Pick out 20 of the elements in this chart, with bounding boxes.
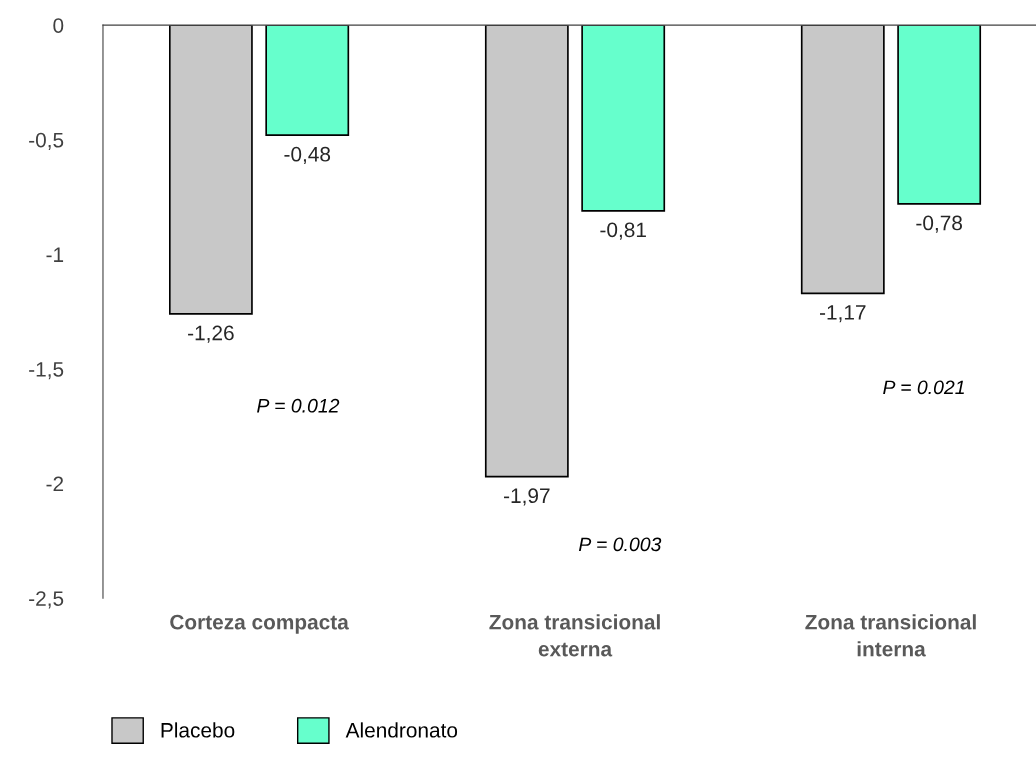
- y-tick-label: -2: [46, 476, 64, 492]
- x-tick-label: Zona transicional externa: [489, 614, 660, 657]
- data-label: -0,81: [600, 222, 646, 240]
- annotation: P = 0.021: [883, 380, 964, 395]
- data-label: -1,26: [188, 325, 234, 343]
- y-tick-label: 0: [53, 18, 64, 33]
- data-label: -1,97: [504, 488, 550, 506]
- y-tick-label: -0,5: [29, 132, 64, 150]
- data-label: -1,17: [819, 305, 866, 323]
- data-label: -0,78: [916, 215, 962, 233]
- x-tick-label: Zona transicional interna: [805, 614, 976, 657]
- y-tick-label: -1,5: [29, 362, 64, 380]
- y-tick-label: -2,5: [29, 591, 64, 609]
- x-tick-label: Corteza compacta: [170, 614, 349, 634]
- data-label: -0,48: [284, 146, 331, 165]
- annotation: P = 0.003: [578, 537, 662, 552]
- annotation: P = 0.012: [257, 398, 340, 413]
- legend-label: Alendronato: [345, 722, 458, 738]
- legend-label: Placebo: [161, 722, 235, 738]
- y-tick-label: -1: [46, 247, 64, 262]
